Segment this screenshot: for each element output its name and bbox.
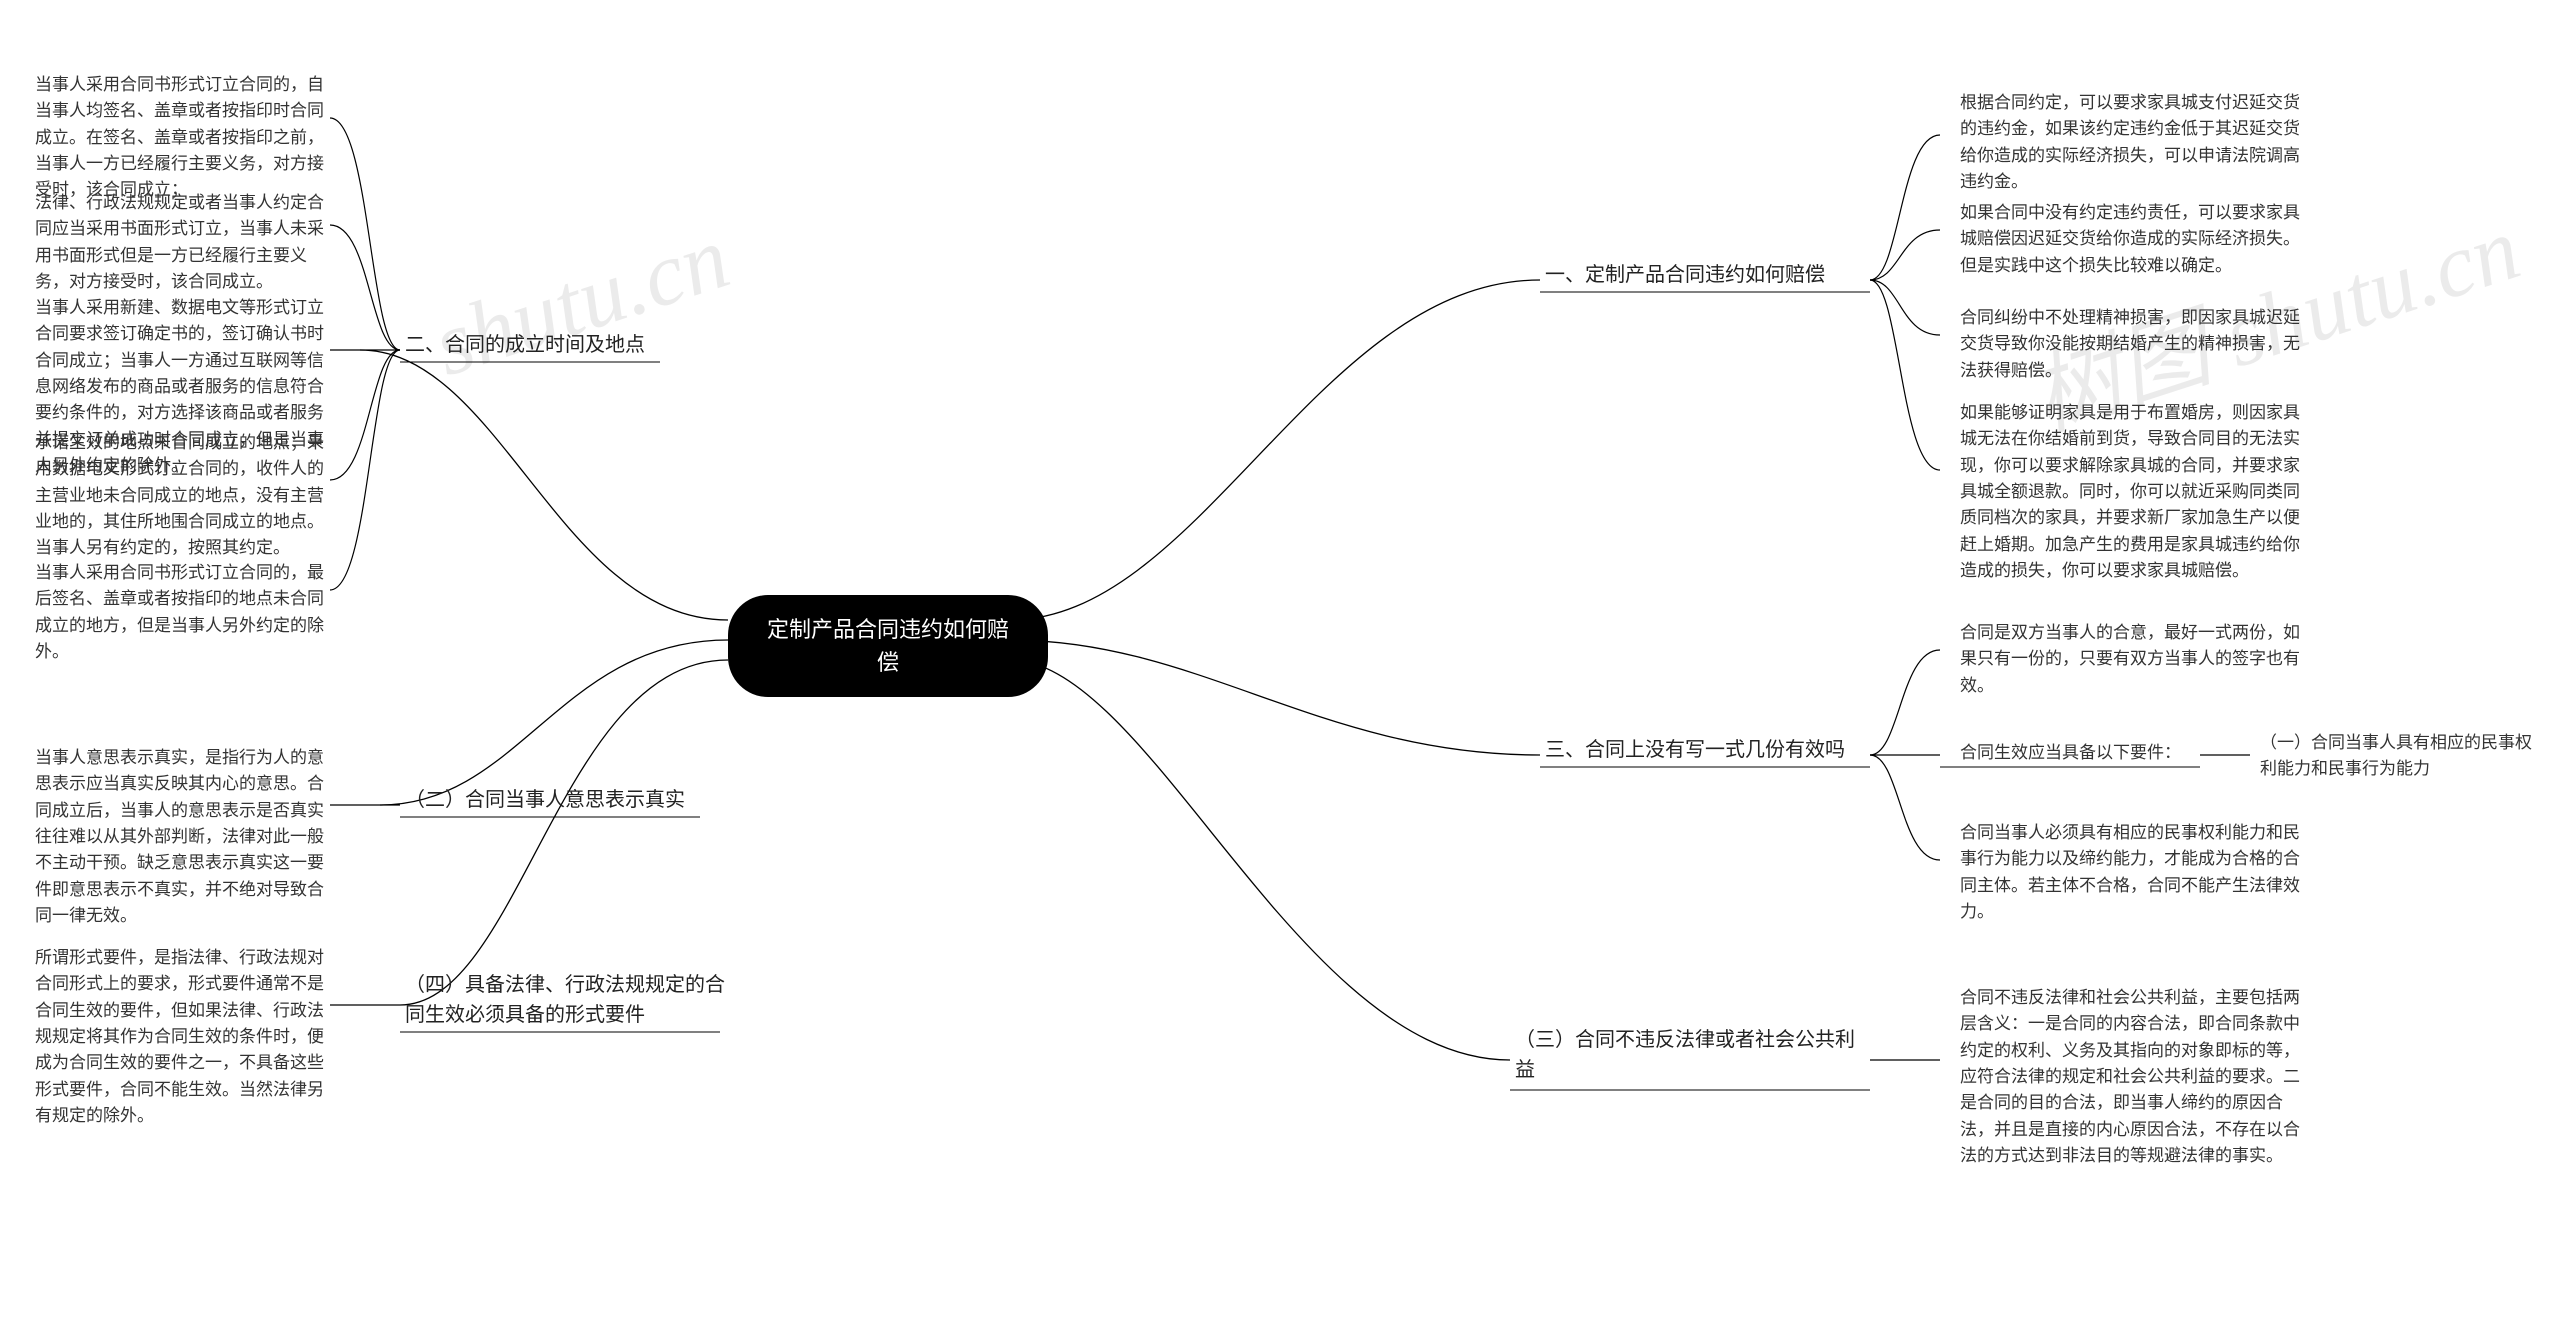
watermark: shutu.cn — [421, 206, 741, 397]
branch-r1: 一、定制产品合同违约如何赔偿 — [1545, 260, 1825, 290]
leaf-l3-0: 所谓形式要件，是指法律、行政法规对合同形式上的要求，形式要件通常不是合同生效的要… — [35, 945, 335, 1129]
leaf-r1-2: 合同纠纷中不处理精神损害，即因家具城迟延交货导致你没能按期结婚产生的精神损害，无… — [1960, 305, 2300, 384]
branch-l3: （四）具备法律、行政法规规定的合同生效必须具备的形式要件 — [405, 970, 725, 1030]
branch-l1: 二、合同的成立时间及地点 — [405, 330, 645, 360]
leaf-l1-4: 当事人采用合同书形式订立合同的，最后签名、盖章或者按指印的地点未合同成立的地方，… — [35, 560, 335, 665]
leaf-r2-2: 合同当事人必须具有相应的民事权利能力和民事行为能力以及缔约能力，才能成为合格的合… — [1960, 820, 2300, 925]
center-node: 定制产品合同违约如何赔偿 — [728, 595, 1048, 697]
leaf-l1-0: 当事人采用合同书形式订立合同的，自当事人均签名、盖章或者按指印时合同成立。在签名… — [35, 72, 335, 204]
mindmap-canvas: shutu.cn 树图 shutu.cn — [0, 0, 2560, 1322]
branch-r2: 三、合同上没有写一式几份有效吗 — [1545, 735, 1845, 765]
leaf-r1-0: 根据合同约定，可以要求家具城支付迟延交货的违约金，如果该约定违约金低于其迟延交货… — [1960, 90, 2300, 195]
leaf-r2-sub: （一）合同当事人具有相应的民事权利能力和民事行为能力 — [2260, 730, 2540, 783]
branch-l2: （二）合同当事人意思表示真实 — [405, 785, 685, 815]
branch-r3: （三）合同不违反法律或者社会公共利益 — [1515, 1025, 1855, 1085]
leaf-r2-1: 合同生效应当具备以下要件： — [1960, 740, 2181, 766]
leaf-r2-0: 合同是双方当事人的合意，最好一式两份，如果只有一份的，只要有双方当事人的签字也有… — [1960, 620, 2300, 699]
leaf-r1-3: 如果能够证明家具是用于布置婚房，则因家具城无法在你结婚前到货，导致合同目的无法实… — [1960, 400, 2300, 584]
leaf-l2-0: 当事人意思表示真实，是指行为人的意思表示应当真实反映其内心的意思。合同成立后，当… — [35, 745, 335, 929]
leaf-l1-3: 承诺生效的地点未合同成立的地点；采用数据电文形式订立合同的，收件人的主营业地未合… — [35, 430, 335, 562]
leaf-r1-1: 如果合同中没有约定违约责任，可以要求家具城赔偿因迟延交货给你造成的实际经济损失。… — [1960, 200, 2300, 279]
leaf-r3-0: 合同不违反法律和社会公共利益，主要包括两层含义：一是合同的内容合法，即合同条款中… — [1960, 985, 2300, 1169]
leaf-l1-1: 法律、行政法规规定或者当事人约定合同应当采用书面形式订立，当事人未采用书面形式但… — [35, 190, 335, 295]
